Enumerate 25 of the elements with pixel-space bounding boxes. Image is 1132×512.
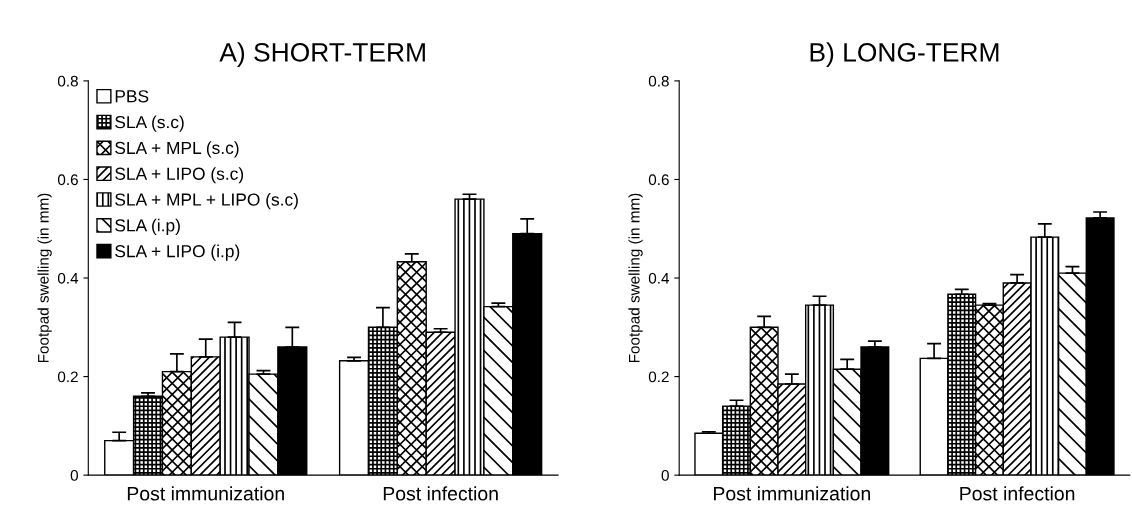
x-tick-label: Post infection: [383, 486, 498, 501]
y-axis-title: Footpad swelling (in mm): [628, 193, 643, 363]
legend-label: SLA + LIPO (s.c): [115, 167, 244, 184]
y-tick-label: 0: [70, 470, 78, 481]
legend-label: SLA + MPL + LIPO (s.c): [115, 192, 298, 210]
y-tick-label: 0.8: [57, 75, 78, 87]
legend-label: SLA (s.c): [115, 115, 184, 132]
x-tick-label: Post immunization: [714, 486, 871, 501]
y-tick-label: 0.6: [57, 174, 78, 186]
y-tick-label: 0.2: [648, 371, 669, 383]
chart-title: A) SHORT-TERM: [219, 42, 425, 67]
y-axis-title: Footpad swelling (in mm): [37, 193, 52, 363]
chart-title: B) LONG-TERM: [810, 42, 999, 67]
y-tick-label: 0.4: [57, 272, 79, 284]
y-tick-label: 0.4: [648, 272, 670, 284]
x-tick-label: Post immunization: [127, 486, 284, 501]
legend-label: PBS: [115, 90, 149, 103]
x-tick-label: Post infection: [960, 486, 1075, 501]
legend-label: SLA (i.p): [115, 218, 180, 235]
y-tick-label: 0.6: [648, 174, 669, 186]
legend-label: SLA + MPL (s.c): [115, 141, 239, 158]
legend-label: SLA + LIPO (i.p): [115, 244, 240, 261]
y-tick-label: 0.8: [648, 75, 669, 87]
y-tick-label: 0.2: [57, 371, 78, 383]
y-tick-label: 0: [661, 470, 669, 481]
